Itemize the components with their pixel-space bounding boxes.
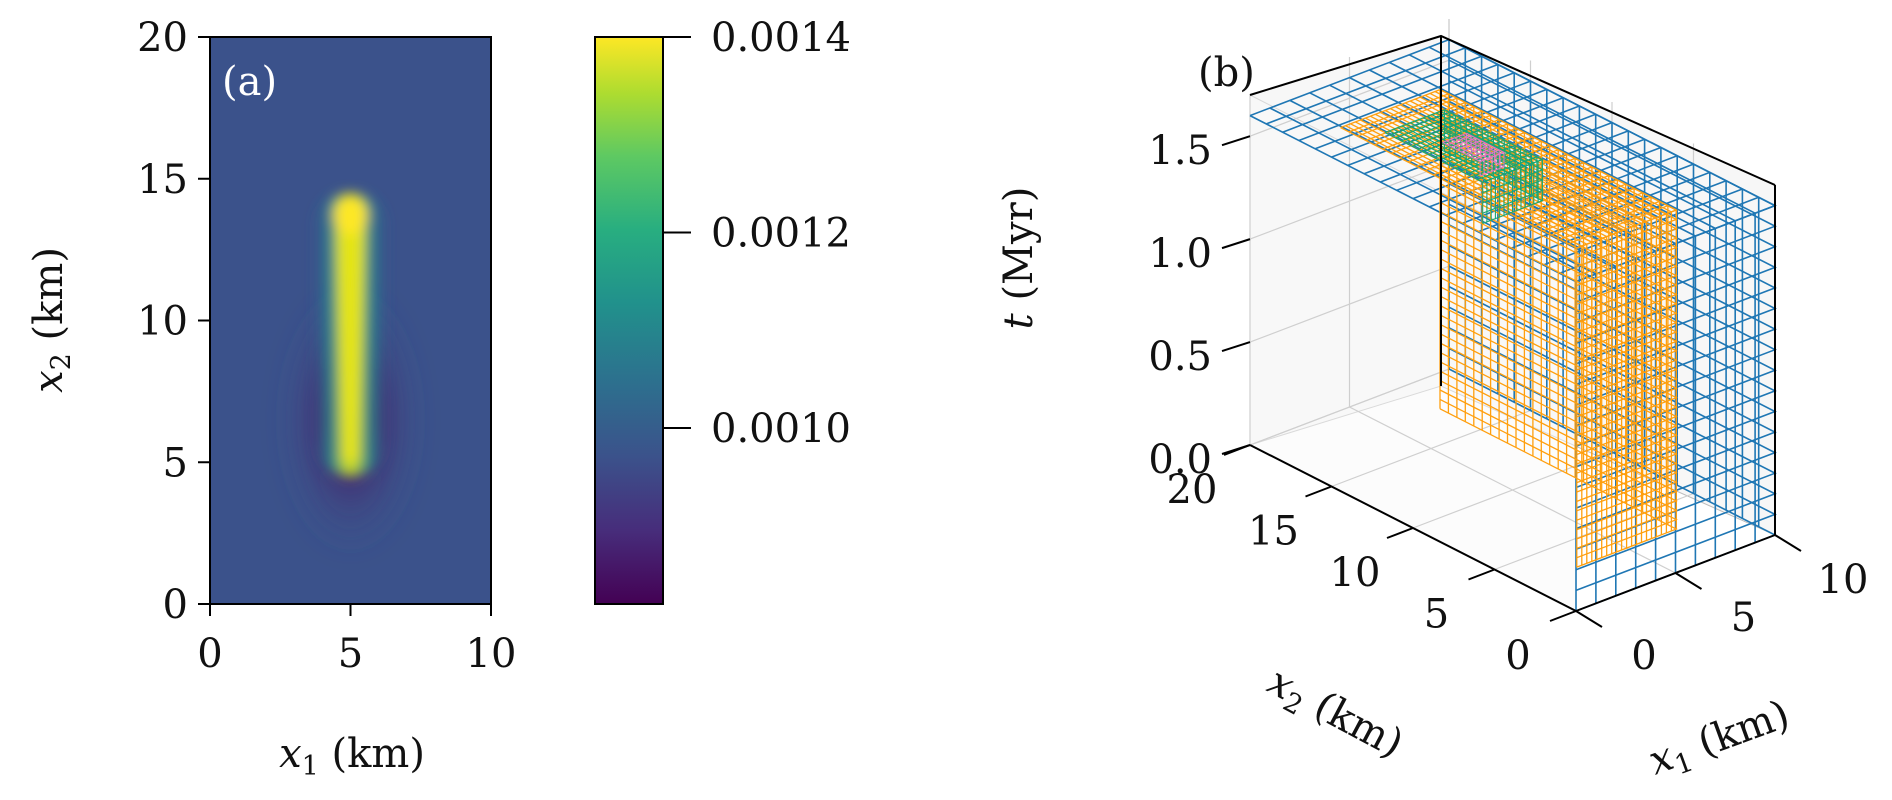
x2-tick (1305, 485, 1332, 498)
heatmap-x-tick-label: 0 (197, 631, 222, 677)
mesh-x1-axis-label: x1 (km) (1643, 691, 1797, 789)
heatmap-x-tick-label: 5 (338, 631, 363, 677)
mesh-x2-axis-label: x2 (km) (1258, 658, 1411, 771)
colorbar-tick-label: 0.0010 (711, 406, 851, 452)
x2-tick-label: 10 (1330, 550, 1381, 596)
heatmap-x-axis-label: x1 (km) (279, 731, 425, 782)
high-value-band-core (335, 211, 366, 463)
heatmap-y-axis-label: x2 (km) (26, 247, 77, 393)
t-tick (1221, 238, 1251, 250)
t-tick (1221, 135, 1251, 147)
mesh-line (1470, 147, 1495, 158)
panel-b-label: (b) (1198, 50, 1255, 96)
x2-tick-label: 0 (1505, 633, 1530, 679)
mesh-line (1406, 120, 1467, 145)
mesh-line (1384, 109, 1445, 134)
mesh-line (1451, 137, 1477, 148)
t-tick-label: 1.0 (1148, 231, 1212, 277)
colorbar-gradient (594, 36, 664, 605)
mesh-line (1456, 139, 1481, 150)
panel-a-label: (a) (222, 59, 277, 105)
t-tick-label: 1.5 (1148, 128, 1212, 174)
colorbar-tick-label: 0.0014 (711, 15, 851, 61)
mesh-line (1266, 47, 1466, 125)
heatmap-image (210, 37, 491, 604)
x1-tick-label: 5 (1731, 595, 1756, 641)
x2-tick (1386, 527, 1414, 539)
heatmap-y-tick-label: 0 (163, 582, 188, 628)
mesh-line (1395, 114, 1456, 139)
x2-tick (1223, 444, 1251, 456)
mesh-line (1447, 135, 1472, 146)
heatmap-y-tick-label: 5 (163, 440, 188, 486)
x1-tick-label: 10 (1818, 557, 1869, 603)
t-tick-label: 0.0 (1148, 437, 1212, 483)
x2-tick (1549, 610, 1577, 622)
mesh-line (1482, 158, 1543, 183)
x1-tick (1575, 610, 1603, 628)
t-tick-label: 0.5 (1148, 334, 1212, 380)
mesh-line (1479, 151, 1505, 162)
heatmap-y-tick-label: 15 (137, 157, 188, 203)
mesh-line (1340, 88, 1441, 129)
mesh-t-axis-label: t (Myr) (996, 187, 1042, 330)
mesh-line (1348, 93, 1449, 133)
x2-tick-label: 15 (1248, 509, 1299, 555)
mesh-line (1401, 117, 1461, 142)
mesh-line (1249, 38, 1450, 117)
mesh-line (1417, 125, 1478, 150)
mesh-line (1465, 144, 1491, 155)
panel-a-heatmap: 0 5 10 0 5 10 15 20 (a) x1 (km) x2 (km) 0.0014… (26, 15, 851, 782)
x1-tick (1674, 572, 1703, 590)
x2-tick-label: 20 (1167, 467, 1218, 513)
colorbar: 0.0014 0.0012 0.0010 (594, 15, 851, 605)
x1-tick (1774, 534, 1802, 552)
heatmap-y-tick-label: 20 (137, 15, 188, 61)
t-tick (1221, 341, 1251, 353)
mesh-line (1477, 156, 1538, 181)
panel-b-3d-mesh: 0.0 0.5 1.0 1.5 0 5 10 15 20 0 5 10 (b) t (Myr) x2 … (996, 19, 1869, 789)
mesh-line (1461, 142, 1486, 153)
x1-tick-label: 0 (1631, 633, 1656, 679)
mesh-level-3 (1442, 132, 1506, 177)
heatmap-y-tick-label: 10 (137, 299, 188, 345)
x2-tick-label: 5 (1424, 592, 1449, 638)
colorbar-tick-label: 0.0012 (711, 211, 851, 257)
mesh-line (1475, 149, 1500, 160)
x2-tick (1468, 568, 1495, 581)
mesh-line (1442, 132, 1467, 143)
mesh-line (1340, 127, 1578, 249)
mesh-level-1 (1340, 88, 1678, 568)
heatmap-x-tick-label: 10 (466, 631, 517, 677)
high-value-band-peak (333, 195, 368, 236)
